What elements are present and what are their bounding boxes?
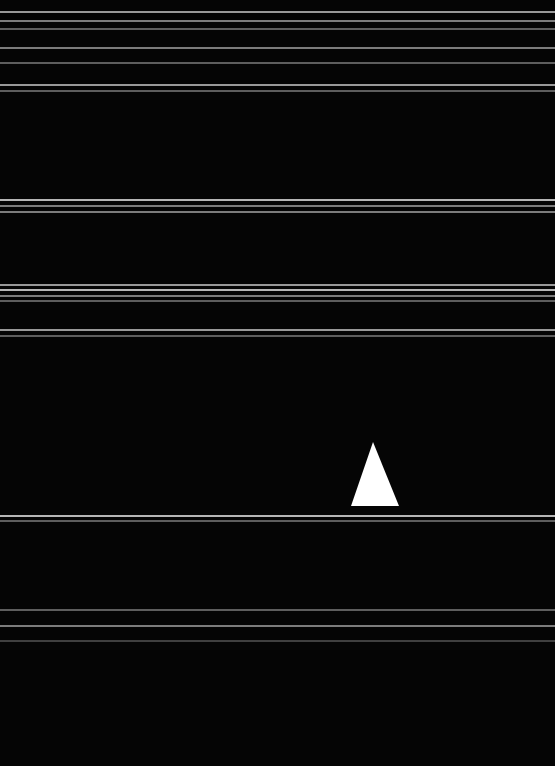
- screen: [0, 0, 555, 766]
- page: [0, 0, 555, 766]
- noise: [0, 0, 555, 766]
